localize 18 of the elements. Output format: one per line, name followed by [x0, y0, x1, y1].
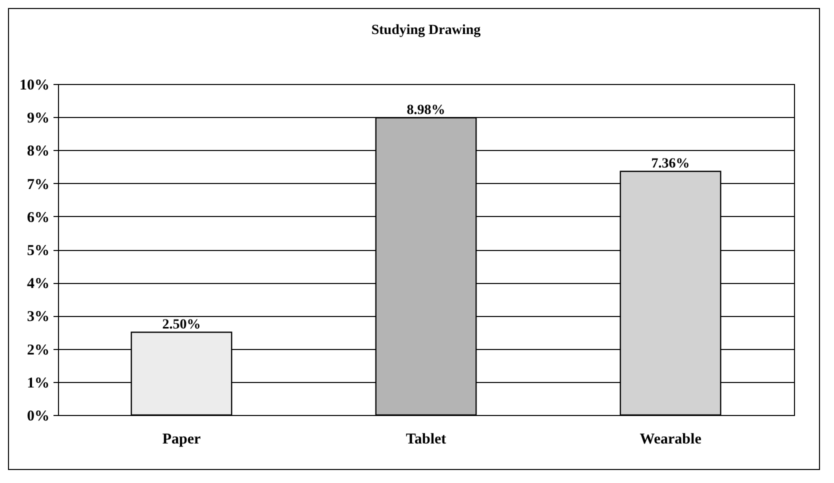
- data-label: 2.50%: [162, 317, 201, 332]
- y-tick-label: 8%: [27, 144, 50, 160]
- x-tick-label: Tablet: [406, 432, 446, 448]
- y-tick-label: 9%: [27, 110, 50, 127]
- y-tick-label: 5%: [27, 243, 50, 259]
- x-tick-label: Wearable: [640, 432, 702, 448]
- chart-title: Studying Drawing: [371, 23, 481, 38]
- y-tick-label: 3%: [27, 309, 50, 326]
- y-tick-label: 4%: [27, 276, 50, 292]
- x-tick-label: Paper: [162, 432, 201, 448]
- data-label: 8.98%: [406, 102, 446, 118]
- y-tick-label: 10%: [20, 78, 50, 94]
- y-tick-label: 0%: [27, 408, 50, 424]
- y-tick-label: 6%: [27, 210, 50, 226]
- y-tick-label: 1%: [27, 375, 50, 392]
- y-tick-label: 2%: [27, 342, 50, 358]
- data-label: 7.36%: [651, 156, 690, 172]
- y-tick-label: 7%: [27, 176, 50, 193]
